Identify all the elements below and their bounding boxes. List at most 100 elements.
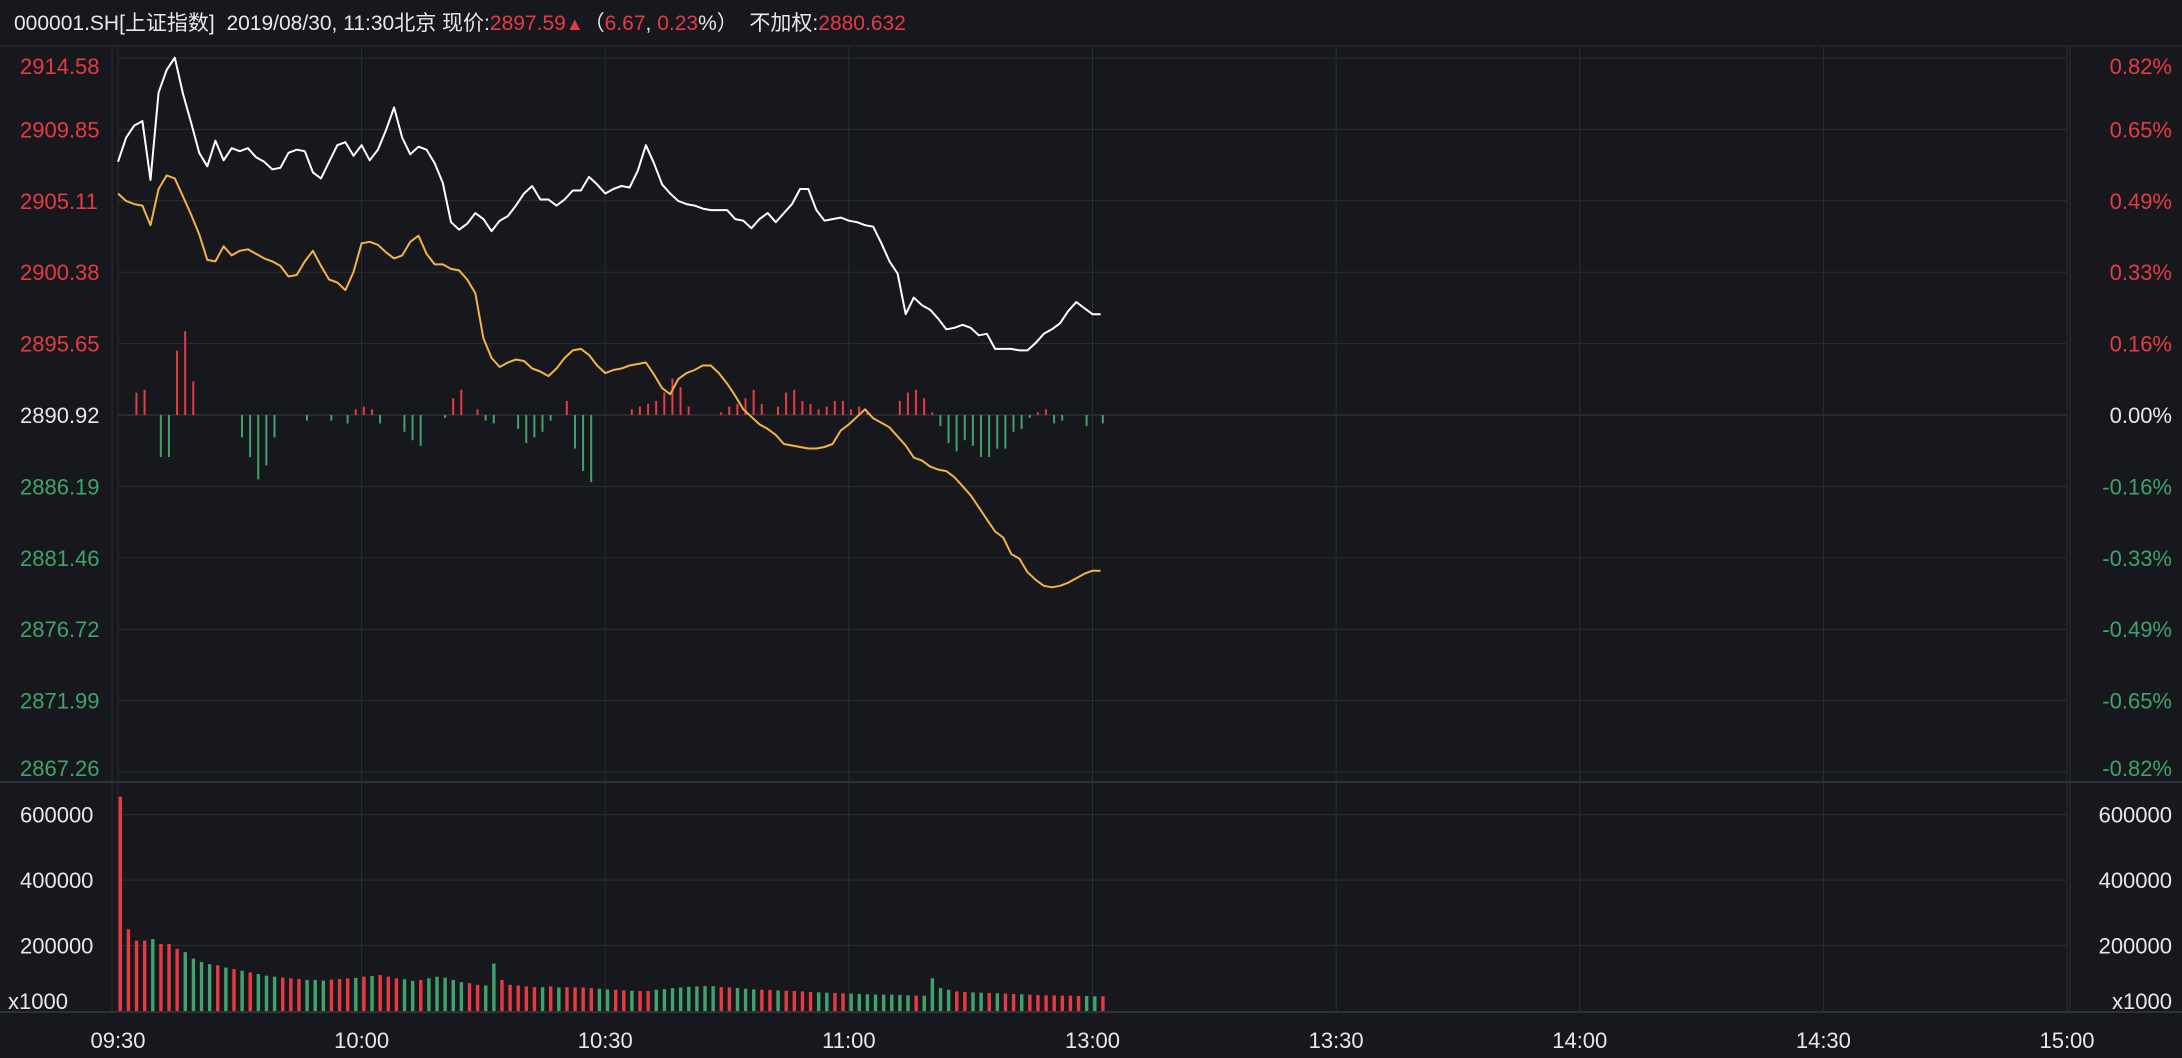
strength-bar [525, 415, 528, 443]
strength-bar [476, 409, 479, 415]
volume-bar [638, 991, 642, 1011]
volume-bar [792, 991, 797, 1011]
volume-bar [142, 940, 147, 1011]
price-lines [117, 56, 1101, 589]
strength-bar [809, 403, 812, 415]
volume-bar [289, 978, 293, 1011]
strength-bar [257, 415, 260, 480]
strength-bar [915, 389, 918, 415]
pct-tick-label: 0.00% [2110, 403, 2172, 428]
volume-bar [1044, 995, 1048, 1011]
volume-bar [459, 982, 464, 1011]
volume-bar [589, 988, 594, 1011]
time-tick-label: 11:00 [822, 1028, 875, 1053]
volume-bar [402, 979, 407, 1011]
volume-bar [557, 987, 561, 1011]
strength-bar [825, 406, 828, 415]
volume-bar [199, 961, 204, 1011]
volume-bar [394, 978, 399, 1011]
volume-bar [484, 985, 488, 1011]
volume-bar [167, 943, 171, 1011]
volume-bar [1003, 993, 1008, 1011]
strength-bar [403, 415, 406, 432]
price-tick-label: 2881.46 [20, 546, 100, 571]
paren-open: （ [583, 12, 605, 35]
strength-bar [305, 415, 308, 421]
volume-bar [508, 984, 512, 1011]
volume-bar [963, 992, 967, 1011]
strength-bar [1036, 412, 1039, 415]
volume-bar [768, 990, 772, 1011]
volume-bar [1052, 995, 1056, 1011]
price-label: 现价: [442, 12, 490, 35]
volume-bar [873, 994, 878, 1011]
pct-tick-label: -0.49% [2102, 617, 2172, 642]
volume-bar [946, 989, 951, 1011]
strength-bar [265, 415, 268, 466]
strength-bar [801, 401, 804, 415]
price-change-pct: 0.23 [657, 12, 699, 35]
strength-bar [273, 415, 276, 438]
volume-tick-label-right: 200000 [2099, 934, 2172, 959]
strength-bar [906, 392, 909, 415]
time-tick-label: 13:00 [1065, 1028, 1120, 1053]
strength-bar [980, 415, 983, 457]
strength-bar [573, 415, 576, 449]
pct-tick-label: 0.16% [2110, 332, 2172, 357]
volume-bar [605, 989, 610, 1011]
volume-bar [151, 939, 155, 1011]
volume-bar [719, 987, 723, 1011]
strength-bar [419, 415, 422, 446]
volume-bar [281, 977, 285, 1011]
strength-bar [452, 398, 455, 415]
strength-bar [370, 409, 373, 415]
volume-bar [711, 986, 715, 1011]
strength-bar [1020, 415, 1023, 429]
volume-bar [419, 979, 423, 1011]
price-line [117, 56, 1101, 352]
volume-bar [248, 972, 252, 1011]
strength-bar [785, 392, 788, 415]
strength-bar [492, 415, 495, 424]
volume-bar [378, 975, 382, 1011]
current-price: 2897.59 [489, 12, 566, 35]
strength-bar [1004, 415, 1007, 449]
volume-bar [516, 985, 520, 1011]
volume-bar [881, 994, 886, 1011]
strength-bar [939, 415, 942, 427]
pct-tick-label: -0.82% [2102, 756, 2172, 781]
volume-bar [410, 980, 415, 1011]
strength-bar [630, 409, 633, 415]
volume-bar [540, 987, 545, 1011]
index-code: 000001.SH[上证指数] [14, 12, 215, 35]
strength-bar [1061, 415, 1064, 421]
volume-bar [743, 988, 748, 1011]
pct-tick-label: -0.65% [2102, 689, 2172, 714]
strength-bar [638, 406, 641, 415]
strength-bar [866, 412, 869, 415]
price-change: 6.67 [604, 12, 646, 35]
volume-bar [979, 992, 983, 1011]
chart-header: 000001.SH[上证指数] 2019/08/30, 11:30北京 现价:2… [14, 8, 906, 40]
volume-bar [232, 969, 236, 1011]
volume-tick-label-left: 600000 [20, 803, 93, 828]
volume-bar [500, 979, 504, 1011]
price-tick-label: 2895.65 [20, 332, 100, 357]
nonadj-value: 2880.632 [818, 12, 906, 35]
volume-bar [134, 940, 139, 1011]
volume-bar [386, 976, 390, 1011]
volume-bars [118, 796, 1105, 1011]
volume-bar [1028, 994, 1032, 1011]
strength-bar [582, 415, 585, 471]
strength-bar [663, 392, 666, 415]
volume-bar [354, 977, 358, 1011]
price-tick-label: 2900.38 [20, 260, 100, 285]
strength-bar [184, 331, 187, 415]
volume-bar [1036, 994, 1040, 1011]
up-arrow-icon: ▲ [565, 14, 584, 34]
strength-bar [752, 389, 755, 415]
strength-bar [517, 415, 520, 429]
price-tick-label: 2909.85 [20, 117, 100, 142]
strength-bar [720, 412, 723, 415]
time-tick-label: 14:00 [1552, 1028, 1607, 1053]
